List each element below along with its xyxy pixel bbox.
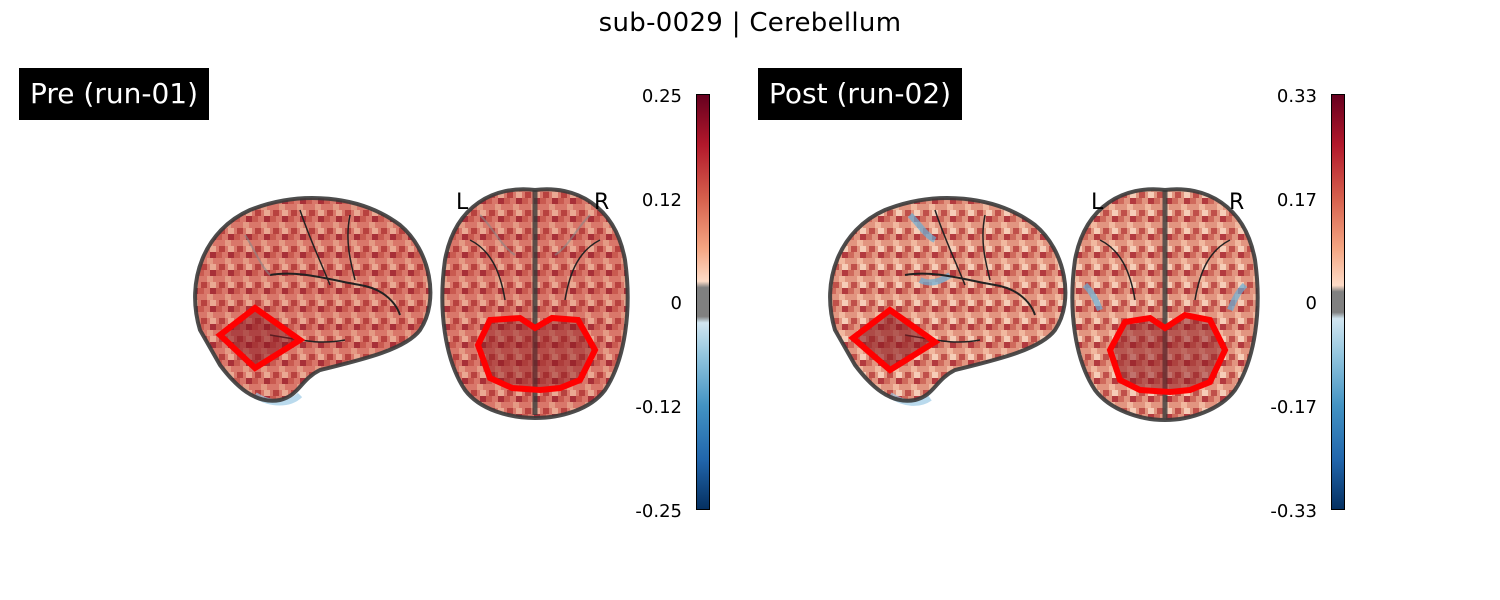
glass-brain-pre [193,187,630,421]
colorbar-tick: 0.25 [641,86,682,107]
figure-title: sub-0029 | Cerebellum [598,8,902,38]
colorbar-tick: 0.17 [1276,190,1317,211]
roi-outline [1106,311,1229,396]
sagittal-view [828,196,1068,406]
colorbar-tick: -0.25 [635,501,682,522]
colorbar-tick: 0.12 [641,190,682,211]
roi-outline [474,314,599,394]
panel-pre: Pre (run-01) [19,68,710,522]
panel-label: Post (run-02) [758,68,963,120]
axial-view [1070,187,1260,423]
roi-outline [848,306,941,374]
right-marker: R [1229,190,1245,215]
left-marker: L [456,190,469,215]
left-marker: L [1091,190,1104,215]
glass-brain-post [828,187,1260,423]
colorbar-tick: -0.12 [635,397,682,418]
roi-outline [215,304,306,372]
colorbar-tick: 0 [670,293,682,314]
right-marker: R [594,190,610,215]
colorbar-tick: -0.17 [1270,397,1317,418]
colorbar [1331,94,1345,510]
sagittal-view [193,196,433,406]
colorbar [696,94,710,510]
panel-post: Post (run-02) [740,0,1490,600]
colorbar-tick: 0 [1305,293,1317,314]
colorbar-tick: 0.33 [1276,86,1317,107]
colorbar-tick: -0.33 [1270,501,1317,522]
panel-label: Pre (run-01) [19,68,209,120]
axial-view [440,187,630,421]
